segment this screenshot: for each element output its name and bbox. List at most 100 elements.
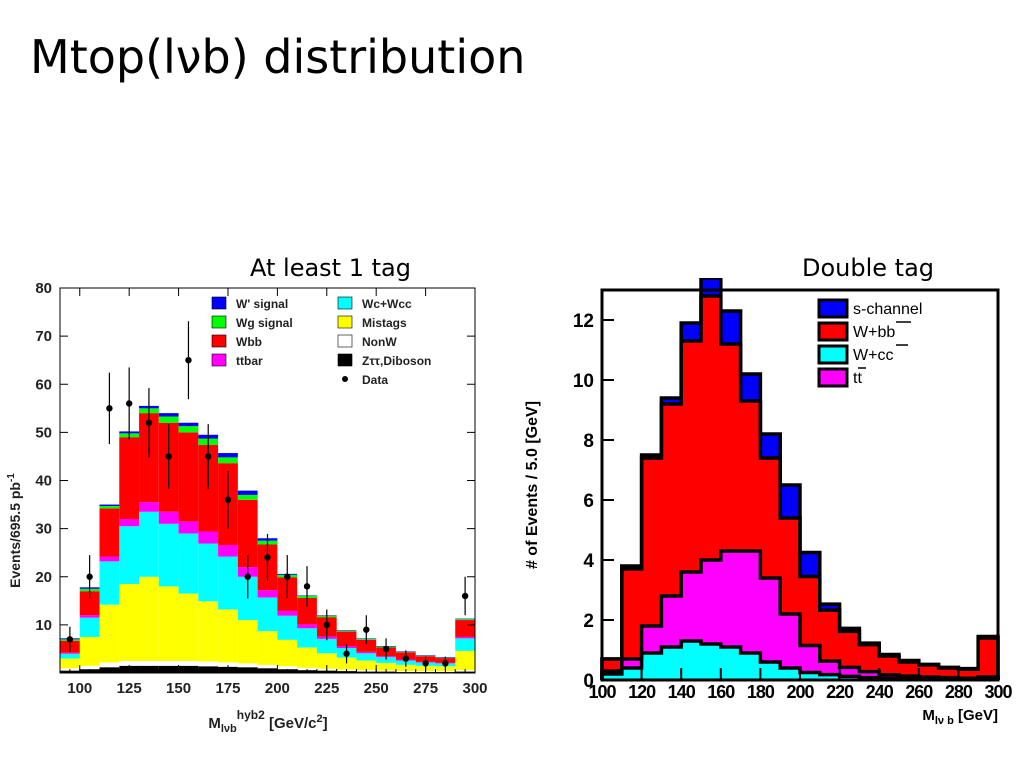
x-tick-label: 100 (588, 682, 616, 702)
data-point (244, 573, 251, 580)
y-tick-label: 8 (583, 431, 594, 452)
x-tick-label: 200 (265, 680, 290, 697)
legend-swatch (337, 353, 353, 367)
stack-outline (600, 278, 1000, 680)
bar-segment (218, 556, 238, 610)
legend-label: NonW (362, 335, 397, 349)
bar-segment (99, 662, 120, 668)
bar-segment (237, 620, 258, 664)
data-point (323, 621, 330, 629)
x-tick-label: 200 (786, 682, 814, 702)
bar-segment (297, 667, 317, 671)
y-tick-label: 30 (35, 521, 52, 538)
bar-segment (218, 609, 238, 663)
data-point (106, 405, 113, 412)
bar-segment (198, 543, 219, 602)
x-tick-label: 160 (707, 682, 735, 702)
x-tick-label: 300 (462, 680, 487, 697)
bar-segment (99, 561, 120, 605)
bar-segment (158, 586, 179, 661)
legend-marker (342, 376, 348, 382)
bar-segment (60, 653, 80, 659)
data-point (205, 453, 212, 460)
bar-segment (455, 619, 475, 621)
bar-segment (237, 490, 258, 495)
bar-segment (119, 583, 140, 661)
bar-segment (336, 657, 357, 670)
bar-segment (336, 630, 357, 632)
bar-segment (178, 422, 199, 427)
legend-label: W' signal (236, 297, 288, 311)
bar-segment (356, 651, 377, 654)
x-axis-label: Mlν b [GeV] (922, 707, 998, 727)
bar-segment (178, 426, 199, 433)
x-tick-label: 175 (215, 680, 240, 697)
bar-segment (139, 502, 159, 512)
y-tick-label: 20 (35, 569, 52, 586)
x-tick-label: 250 (364, 680, 389, 697)
y-tick-label: 50 (35, 424, 52, 441)
bar-segment (60, 658, 80, 669)
bar-segment (218, 453, 238, 458)
y-axis-label: # of Events / 5.0 [GeV] (524, 401, 541, 569)
data-point (402, 655, 410, 662)
bar-segment (356, 639, 377, 652)
legend-label: Wc+Wcc (362, 297, 412, 311)
x-tick-label: 280 (945, 682, 973, 702)
bar-segment (99, 504, 120, 507)
x-tick-label: 260 (905, 682, 933, 702)
bar-segment (277, 639, 298, 667)
data-point (461, 592, 469, 600)
legend-label: Wg signal (236, 316, 293, 330)
data-point (145, 419, 153, 426)
bar-segment (139, 511, 159, 577)
bar-segment (158, 413, 179, 417)
x-tick-label: 220 (826, 682, 854, 702)
bar-segment (178, 533, 199, 594)
legend-swatch (817, 367, 849, 388)
bar-segment (257, 597, 278, 632)
x-tick-label: 125 (117, 680, 142, 697)
y-tick-label: 6 (583, 491, 594, 512)
bar-segment (99, 604, 120, 663)
bar-segment (257, 631, 278, 665)
bar-segment (178, 593, 199, 661)
bar-segment (237, 663, 258, 668)
bar-segment (119, 526, 140, 584)
x-tick-label: 150 (166, 680, 191, 697)
data-point (125, 400, 133, 407)
bar-segment (356, 653, 377, 661)
bar-segment (79, 617, 100, 637)
x-tick-label: 100 (67, 680, 92, 697)
data-point (224, 496, 232, 503)
bar-segment (158, 660, 179, 666)
bar-segment (158, 511, 179, 524)
legend-label: Data (362, 373, 388, 387)
data-point (382, 645, 390, 653)
bar-segment (257, 664, 278, 669)
legend-swatch (817, 321, 849, 342)
data-point (86, 573, 93, 580)
x-tick-label: 120 (628, 682, 656, 702)
bar-segment (455, 638, 475, 651)
bar-segment (99, 508, 120, 557)
bar-segment (376, 657, 396, 663)
data-point (303, 583, 311, 590)
legend-swatch (817, 298, 849, 319)
legend-swatch (211, 353, 227, 367)
bar-segment (455, 636, 475, 639)
bar-segment (277, 615, 298, 640)
y-axis-label: Events/695.5 pb-1 (6, 473, 23, 588)
data-point (165, 453, 172, 460)
legend-swatch (211, 315, 227, 329)
legend-label: s-channel (853, 301, 922, 318)
data-point (66, 636, 74, 643)
bar-segment (277, 666, 298, 670)
bar-segment (119, 660, 140, 666)
stack-area (602, 641, 998, 680)
legend-swatch (337, 315, 353, 329)
y-tick-label: 70 (35, 328, 52, 345)
stack-outline (600, 549, 1000, 680)
data-point (284, 573, 291, 580)
left-panel-title: At least 1 tag (250, 254, 411, 282)
